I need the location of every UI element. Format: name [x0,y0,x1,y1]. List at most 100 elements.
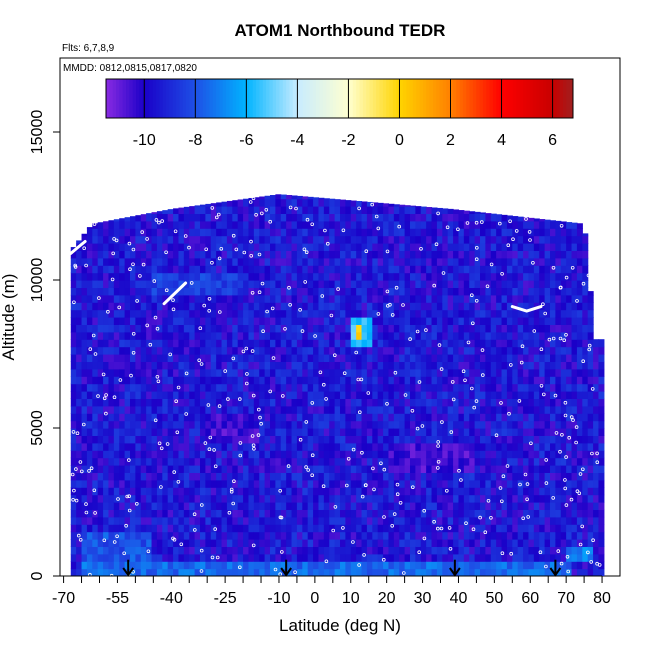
heatmap-cell [162,368,169,377]
heatmap-cell [399,213,406,222]
heatmap-cell [399,553,406,562]
heatmap-cell [124,220,131,229]
heatmap-cell [334,472,341,481]
heatmap-cell [183,206,190,214]
heatmap-cell [517,331,524,340]
heatmap-cell [216,265,223,274]
heatmap-cell [70,420,77,429]
heatmap-cell [582,561,589,570]
heatmap-cell [248,198,255,207]
heatmap-cell [232,472,239,481]
heatmap-cell [70,331,77,340]
heatmap-cell [447,265,454,274]
heatmap-cell [501,487,508,496]
heatmap-cell [550,465,556,473]
heatmap-cell [539,442,546,451]
heatmap-cell [243,257,250,266]
heatmap-cell [345,383,352,392]
heatmap-cell [388,203,395,207]
heatmap-cell [372,442,379,451]
heatmap-cell [286,524,293,533]
heatmap-cell [156,339,163,348]
heatmap-cell [103,272,110,281]
heatmap-cell [178,472,185,481]
heatmap-cell [566,368,573,377]
heatmap-cell [323,509,330,518]
heatmap-cell [566,235,573,244]
heatmap-cell [388,376,395,385]
heatmap-cell [345,376,352,385]
heatmap-cell [474,346,481,355]
heatmap-cell [539,553,546,562]
heatmap-cell [226,494,233,503]
heatmap-cell [173,502,180,510]
heatmap-cell [420,568,427,576]
heatmap-cell [323,546,330,555]
heatmap-cell [124,524,131,533]
sample-point [131,350,136,355]
heatmap-cell [108,568,115,576]
heatmap-cell [119,317,126,325]
heatmap-cell [140,361,147,370]
heatmap-cell [329,213,336,222]
heatmap-cell [200,561,206,570]
heatmap-cell [469,213,476,222]
heatmap-cell [232,317,239,325]
heatmap-cell [221,457,228,466]
heatmap-cell [555,435,562,444]
heatmap-cell [92,398,99,407]
heatmap-cell [372,243,379,251]
heatmap-cell [420,331,427,340]
heatmap-cell [275,368,282,377]
heatmap-cell [334,457,341,466]
heatmap-cell [248,531,255,540]
heatmap-cell [323,339,330,348]
heatmap-cell [555,257,562,266]
heatmap-cell [264,376,271,385]
heatmap-cell [340,568,346,576]
heatmap-cell [302,302,309,311]
heatmap-cell [474,546,481,555]
heatmap-cell [420,450,427,459]
heatmap-cell [167,272,174,281]
heatmap-cell [501,494,508,503]
heatmap-cell [469,420,476,429]
heatmap-cell [194,294,201,303]
heatmap-cell [377,354,384,362]
heatmap-cell [221,324,228,333]
heatmap-cell [307,539,314,547]
heatmap-cell [334,509,341,518]
heatmap-cell [119,502,126,510]
heatmap-cell [210,213,217,222]
heatmap-cell [566,494,573,503]
heatmap-cell [453,228,460,237]
heatmap-cell [103,413,110,422]
heatmap-cell [226,465,233,473]
heatmap-cell [313,287,320,296]
heatmap-cell [178,280,185,288]
heatmap-cell [512,376,519,385]
heatmap-cell [318,509,325,518]
sample-point [153,315,158,320]
sample-point [245,381,249,386]
heatmap-cell [296,405,303,414]
heatmap-cell [571,243,578,251]
heatmap-cell [205,442,212,451]
heatmap-cell [156,302,163,311]
heatmap-cell [253,376,260,385]
heatmap-cell [103,524,110,533]
heatmap-cell [92,435,99,444]
heatmap-cell [383,472,390,481]
heatmap-cell [124,442,131,451]
heatmap-cell [151,243,158,251]
heatmap-cell [404,398,411,407]
heatmap-cell [216,272,223,281]
heatmap-cell [383,524,390,533]
heatmap-cell [296,265,303,274]
heatmap-cell [286,479,293,488]
heatmap-cell [103,420,110,429]
heatmap-cell [350,250,357,259]
heatmap-cell [447,235,454,244]
heatmap-cell [135,302,142,311]
heatmap-cell [210,450,217,459]
